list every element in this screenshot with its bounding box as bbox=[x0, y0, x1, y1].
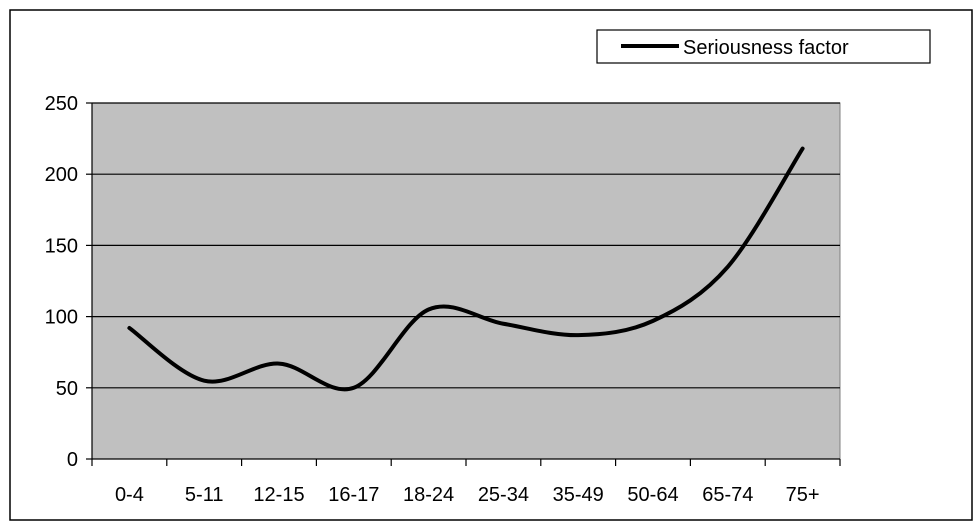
legend-label: Seriousness factor bbox=[683, 37, 849, 59]
y-axis: 0 50 100 150 200 250 bbox=[45, 93, 93, 471]
x-tick-label: 35-49 bbox=[553, 484, 604, 506]
y-tick-label: 0 bbox=[67, 449, 78, 471]
x-tick-label: 12-15 bbox=[253, 484, 304, 506]
x-tick-label: 25-34 bbox=[478, 484, 529, 506]
y-tick-label: 250 bbox=[45, 93, 78, 115]
x-tick-label: 0-4 bbox=[115, 484, 144, 506]
series-line bbox=[127, 146, 805, 392]
gridlines bbox=[92, 102, 840, 389]
x-tick-label: 75+ bbox=[786, 484, 820, 506]
legend-box bbox=[596, 29, 931, 64]
x-tick-label: 50-64 bbox=[627, 484, 678, 506]
x-axis: 0-4 5-11 12-15 16-17 18-24 25-34 35-49 50-64 65-… bbox=[91, 458, 841, 506]
plot-area bbox=[91, 102, 841, 460]
y-tick-label: 100 bbox=[45, 307, 78, 329]
series-layer bbox=[127, 146, 805, 392]
y-tick-label: 200 bbox=[45, 164, 78, 186]
x-tick-label: 5-11 bbox=[185, 484, 224, 506]
x-tick-label: 18-24 bbox=[403, 484, 454, 506]
x-tick-label: 65-74 bbox=[702, 484, 753, 506]
legend: Seriousness factor bbox=[596, 29, 931, 64]
y-tick-label: 50 bbox=[56, 378, 78, 400]
x-tick-label: 16-17 bbox=[328, 484, 379, 506]
y-tick-label: 150 bbox=[45, 235, 78, 257]
